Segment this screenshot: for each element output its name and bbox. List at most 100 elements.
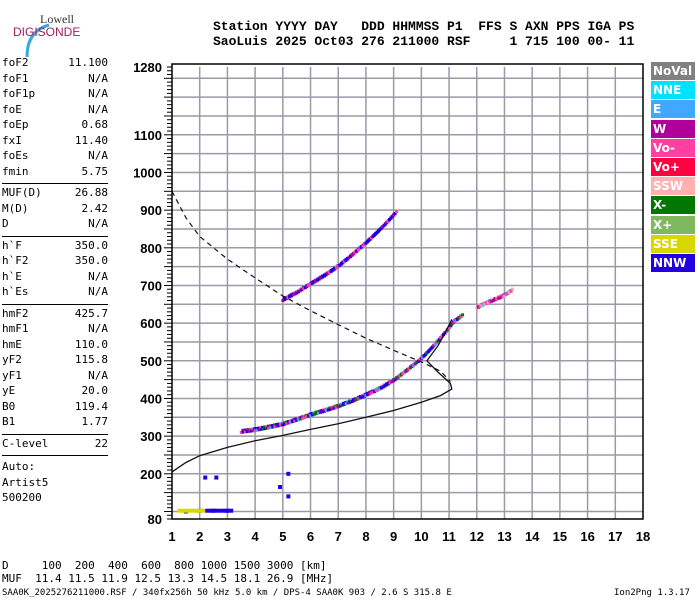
x-trace-point xyxy=(475,306,479,310)
param-mufd: MUF(D) 26.88 xyxy=(2,186,108,201)
param-label: yE xyxy=(2,384,16,397)
echo-point xyxy=(286,471,291,476)
o-trace-point xyxy=(259,426,263,430)
o-trace-point xyxy=(330,407,334,411)
profile-curve xyxy=(171,319,453,473)
o-trace-point xyxy=(247,429,251,433)
y-tick-label: 500 xyxy=(140,354,162,369)
param-value: 26.88 xyxy=(74,186,108,199)
divider xyxy=(2,235,108,237)
second-hop-point xyxy=(331,268,335,272)
x-tick-label: 4 xyxy=(252,529,260,544)
o-trace-point xyxy=(255,428,259,432)
second-hop-point xyxy=(305,285,309,289)
o-trace-point xyxy=(263,425,267,429)
param-label: hmF2 xyxy=(2,306,29,320)
second-hop-point xyxy=(339,262,343,266)
o-trace-point xyxy=(314,412,318,416)
x-tick-label: 12 xyxy=(470,529,484,544)
o-trace-point xyxy=(406,368,409,372)
o-trace-point xyxy=(293,419,297,423)
x-tick-label: 15 xyxy=(553,529,567,544)
o-trace-point xyxy=(369,391,373,395)
logo-lowell: Lowell xyxy=(40,12,74,26)
low-echo-point xyxy=(194,508,198,513)
param-value: 22 xyxy=(94,436,108,450)
x-tick-label: 7 xyxy=(335,529,342,544)
param-label: h`E xyxy=(2,269,22,283)
second-hop-point xyxy=(284,297,288,301)
second-hop-point xyxy=(281,299,285,303)
param-value: 350.0 xyxy=(74,254,108,267)
logo-arc-icon xyxy=(25,23,50,58)
o-trace-point xyxy=(251,429,255,433)
x-trace-point xyxy=(511,287,515,291)
second-hop-point xyxy=(329,269,333,273)
o-trace-point xyxy=(360,395,364,399)
o-trace-point xyxy=(318,410,322,414)
low-echo-point xyxy=(227,508,231,513)
o-trace-point xyxy=(334,405,338,409)
second-hop-point xyxy=(321,275,325,279)
o-trace-point xyxy=(415,361,419,365)
x-tick-label: 6 xyxy=(307,529,314,544)
o-trace-point xyxy=(297,418,301,422)
param-yf1: yF1 N/A xyxy=(2,369,108,384)
legend-nnw: NNW xyxy=(651,254,695,272)
x-trace-point xyxy=(509,289,513,293)
low-echo-point xyxy=(230,508,234,513)
o-trace-point xyxy=(346,401,350,405)
legend-x-minus: X- xyxy=(651,196,695,215)
o-trace-point xyxy=(388,381,392,385)
param-hf2: h`F2 350.0 xyxy=(2,254,108,269)
o-trace-point xyxy=(367,392,371,396)
o-trace-point xyxy=(409,366,413,370)
o-trace-point xyxy=(410,364,414,368)
param-value: N/A xyxy=(88,102,108,116)
o-trace-point xyxy=(287,421,291,425)
o-trace-point xyxy=(413,362,417,366)
y-tick-label: 1000 xyxy=(133,165,162,180)
o-trace-point xyxy=(362,394,366,398)
x-trace-point xyxy=(490,299,494,303)
file-info: SAA0K_2025276211000.RSF / 340fx256h 50 k… xyxy=(2,588,452,598)
auto-text: Auto: xyxy=(2,460,36,473)
param-b1: B1 1.77 xyxy=(2,415,108,430)
o-trace-point xyxy=(447,326,451,330)
divider xyxy=(2,455,108,456)
second-hop-point xyxy=(288,295,292,299)
o-trace-point xyxy=(433,342,437,346)
o-trace-point xyxy=(320,410,324,414)
low-echo-point xyxy=(210,508,214,513)
o-trace-point xyxy=(399,373,403,377)
param-value: N/A xyxy=(88,217,108,230)
o-trace-point xyxy=(439,336,443,340)
param-fof2: foF2 11.100 xyxy=(2,56,108,71)
o-trace-point xyxy=(430,345,434,349)
param-label: foE xyxy=(2,102,22,116)
o-trace-point xyxy=(342,402,346,406)
o-trace-point xyxy=(312,412,316,416)
second-hop-point xyxy=(307,283,311,287)
second-hop-point xyxy=(350,253,354,257)
second-hop-point xyxy=(338,263,342,267)
echo-point xyxy=(203,475,208,480)
o-trace-point xyxy=(272,423,276,427)
o-trace-point xyxy=(457,316,461,320)
o-trace-point xyxy=(245,430,249,434)
divider xyxy=(2,303,108,305)
second-hop-point xyxy=(295,291,299,295)
muf-curve xyxy=(171,191,451,382)
o-trace-point xyxy=(257,426,261,430)
x-tick-label: 9 xyxy=(390,529,397,544)
distance-row: D 100 200 400 600 800 1000 1500 3000 [km… xyxy=(2,559,327,572)
param-value: N/A xyxy=(88,269,108,283)
low-echo-point xyxy=(202,508,206,513)
o-trace-point xyxy=(350,399,354,403)
echo-point xyxy=(278,484,283,489)
param-hme: hmE 110.0 xyxy=(2,338,108,353)
low-echo-point xyxy=(191,508,195,513)
o-trace-point xyxy=(253,428,257,432)
auto-text: Artist5 xyxy=(2,475,49,489)
